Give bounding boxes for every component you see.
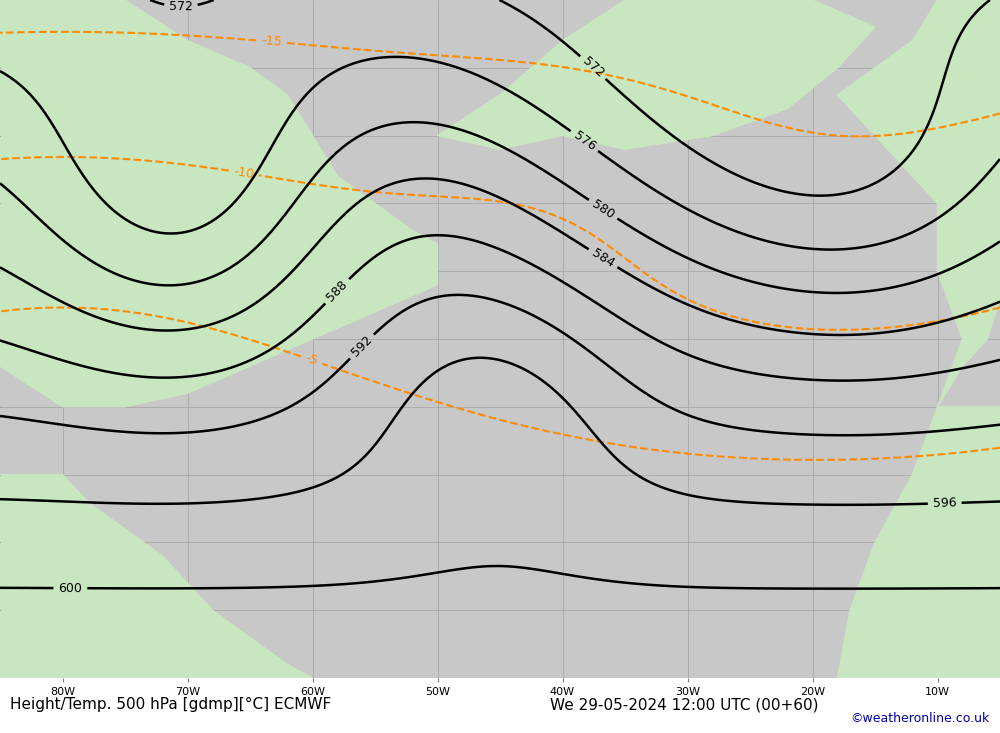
Text: 600: 600	[58, 581, 82, 594]
Polygon shape	[438, 0, 875, 150]
Polygon shape	[0, 0, 438, 407]
Text: 580: 580	[590, 197, 617, 221]
Text: 572: 572	[169, 0, 193, 14]
Text: ©weatheronline.co.uk: ©weatheronline.co.uk	[851, 712, 990, 725]
Text: -5: -5	[304, 352, 320, 368]
Text: 584: 584	[589, 246, 617, 270]
Text: We 29-05-2024 12:00 UTC (00+60): We 29-05-2024 12:00 UTC (00+60)	[550, 697, 818, 712]
Text: -15: -15	[261, 34, 282, 49]
Text: 592: 592	[349, 334, 375, 359]
Text: 596: 596	[933, 496, 957, 510]
Text: 572: 572	[580, 55, 606, 81]
Text: -10: -10	[233, 165, 255, 181]
Polygon shape	[838, 0, 1000, 407]
Text: 576: 576	[571, 129, 598, 153]
Polygon shape	[838, 407, 1000, 678]
Polygon shape	[0, 475, 312, 678]
Polygon shape	[0, 0, 1000, 678]
Text: 588: 588	[324, 278, 350, 304]
Text: Height/Temp. 500 hPa [gdmp][°C] ECMWF: Height/Temp. 500 hPa [gdmp][°C] ECMWF	[10, 697, 331, 712]
